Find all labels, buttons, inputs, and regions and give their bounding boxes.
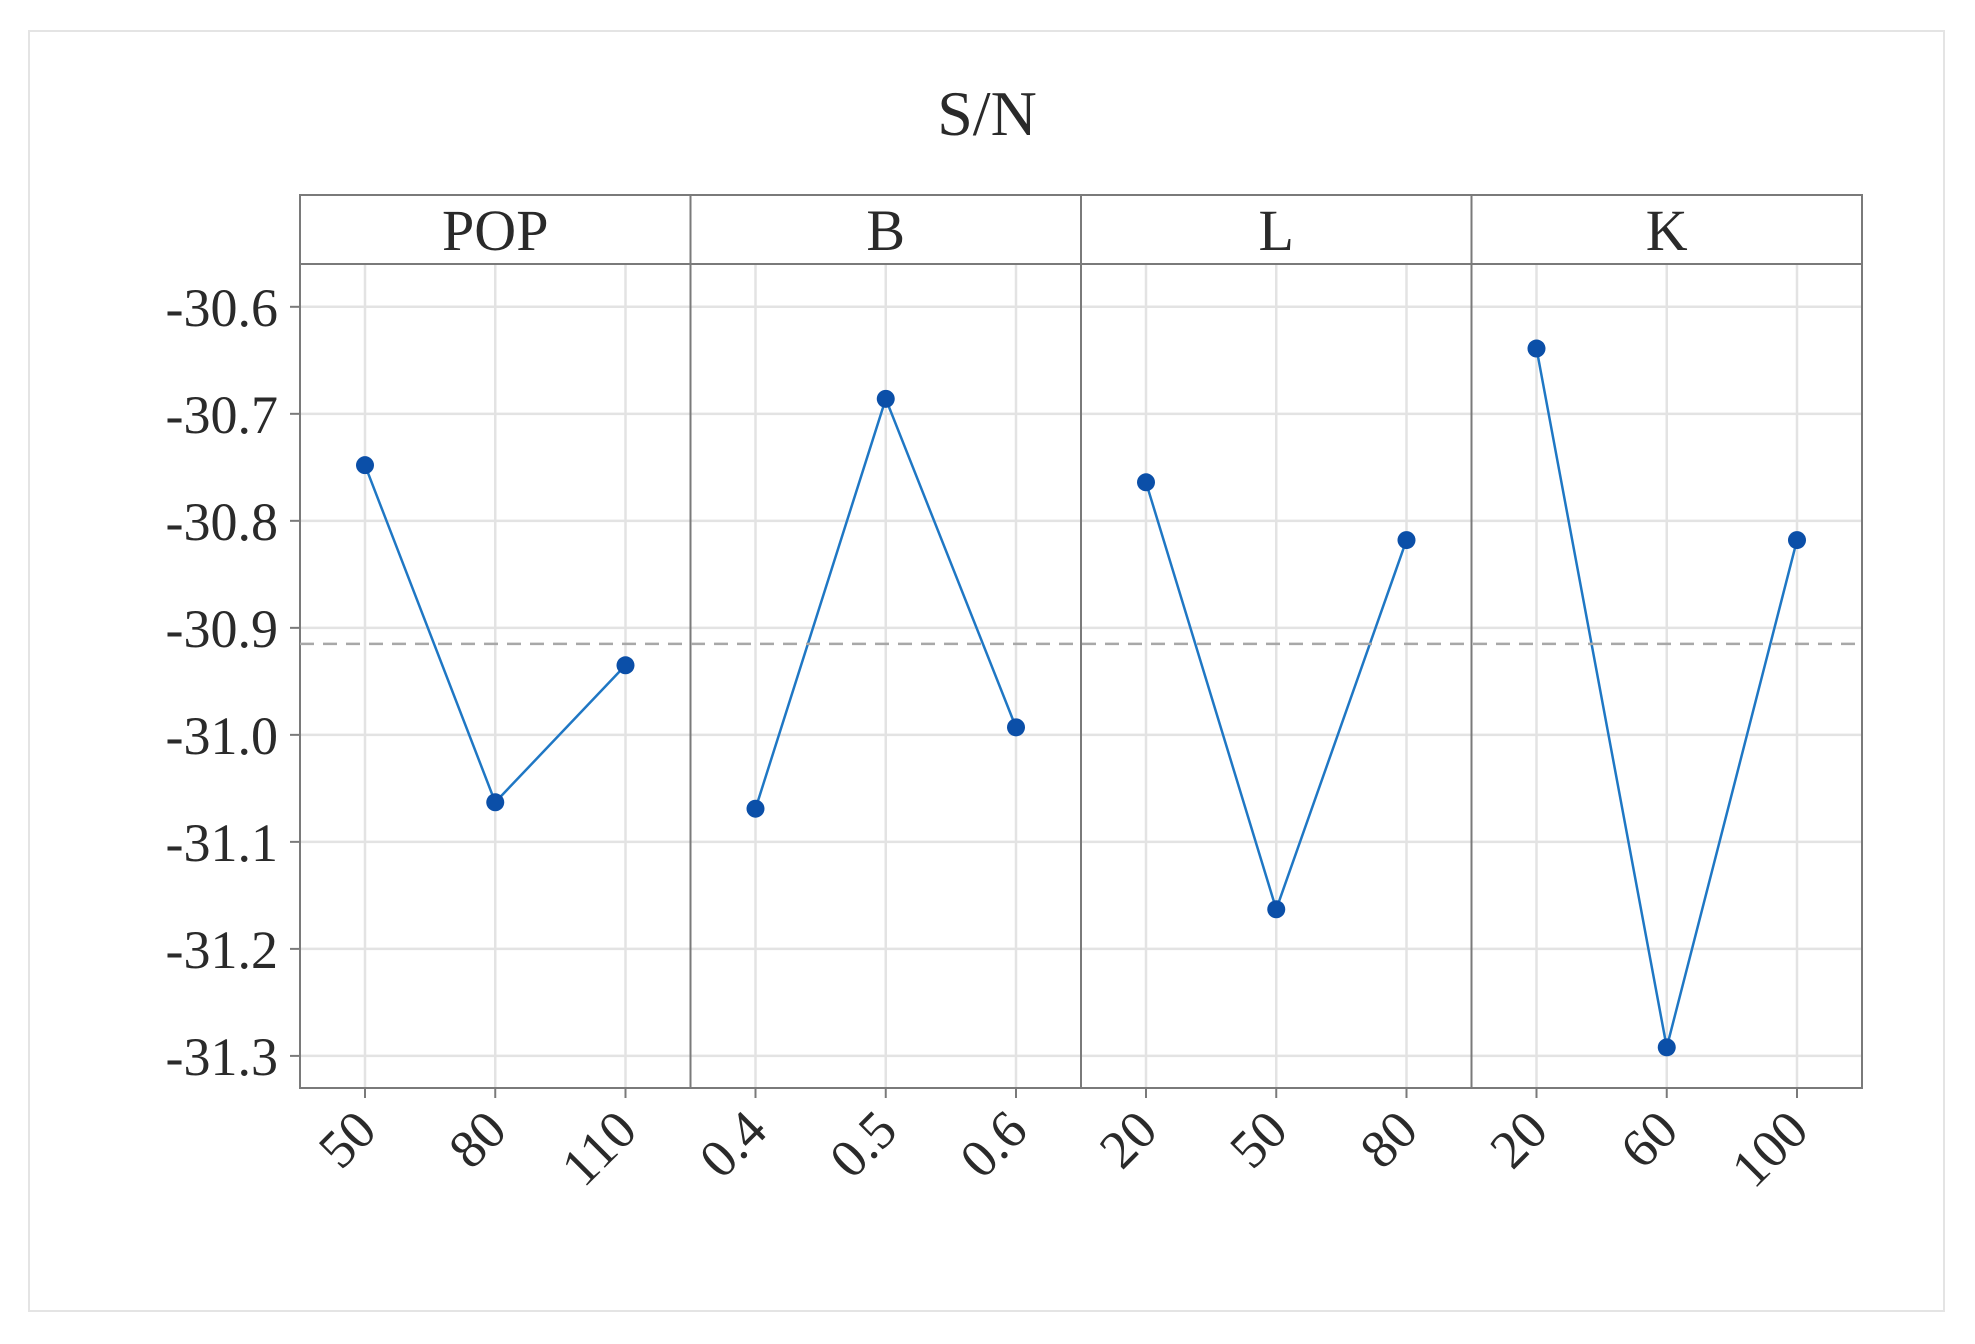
x-tick-label: 80 xyxy=(437,1099,518,1180)
x-tick-label: 100 xyxy=(1720,1099,1820,1199)
x-tick-label: 0.4 xyxy=(688,1099,778,1189)
y-tick-label: -30.7 xyxy=(166,385,278,445)
x-tick-label: 50 xyxy=(307,1099,388,1180)
y-tick-label: -31.2 xyxy=(166,920,278,980)
data-point xyxy=(616,656,635,675)
data-point xyxy=(1267,900,1286,919)
y-tick-label: -31.3 xyxy=(166,1027,278,1087)
x-tick-label: 0.5 xyxy=(818,1099,908,1189)
y-tick-label: -31.0 xyxy=(166,706,278,766)
panel-label: L xyxy=(1259,198,1294,263)
x-tick-label: 20 xyxy=(1088,1099,1169,1180)
x-tick-label: 60 xyxy=(1609,1099,1690,1180)
panel-label: B xyxy=(866,198,905,263)
y-tick-label: -31.1 xyxy=(166,813,278,873)
data-point xyxy=(746,799,765,818)
panel-strip xyxy=(1080,194,1473,265)
x-tick-label: 80 xyxy=(1348,1099,1429,1180)
data-point xyxy=(876,389,895,408)
x-tick-label: 110 xyxy=(550,1099,648,1197)
data-point xyxy=(1657,1038,1676,1057)
chart-frame xyxy=(28,30,1945,1312)
panel-strip xyxy=(689,194,1082,265)
data-point xyxy=(1527,339,1546,358)
x-tick-label: 0.6 xyxy=(948,1099,1038,1189)
data-point xyxy=(486,793,505,812)
panel-label: POP xyxy=(442,198,548,263)
data-point xyxy=(1007,718,1025,737)
data-point xyxy=(1788,531,1806,550)
y-tick-label: -30.6 xyxy=(166,278,278,338)
data-point xyxy=(1397,531,1416,550)
y-tick-label: -30.9 xyxy=(166,599,278,659)
panel-label: K xyxy=(1646,198,1688,263)
data-point xyxy=(356,456,374,475)
panel-strip xyxy=(1470,194,1863,265)
data-point xyxy=(1137,473,1155,492)
y-tick-label: -30.8 xyxy=(166,492,278,552)
chart-title: S/N xyxy=(937,78,1037,149)
x-tick-label: 20 xyxy=(1478,1099,1559,1180)
x-tick-label: 50 xyxy=(1218,1099,1299,1180)
